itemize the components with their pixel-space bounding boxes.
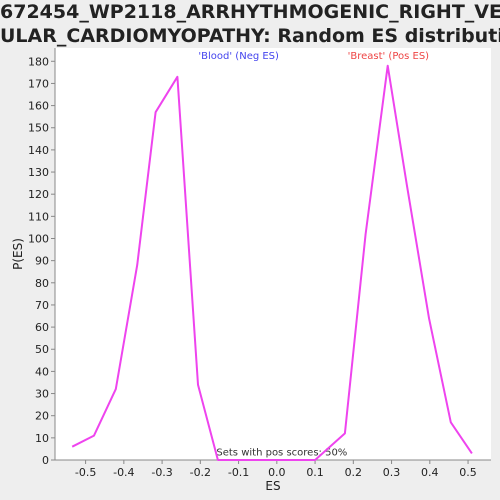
y-tick-label: 150 <box>28 122 49 135</box>
chart-annotation: 'Blood' (Neg ES) <box>198 51 279 62</box>
x-axis-label: ES <box>265 479 280 493</box>
y-tick-label: 170 <box>28 77 49 90</box>
y-tick-label: 40 <box>35 365 49 378</box>
y-tick-label: 130 <box>28 166 49 179</box>
y-tick-label: 90 <box>35 255 49 268</box>
y-tick-label: 120 <box>28 188 49 201</box>
chart-annotation: Sets with pos scores: 50% <box>216 448 347 459</box>
y-tick-label: 80 <box>35 277 49 290</box>
x-tick-label: -0.5 <box>75 466 96 479</box>
y-tick-label: 50 <box>35 343 49 356</box>
y-tick-label: 180 <box>28 55 49 68</box>
x-tick-label: 0.4 <box>421 466 439 479</box>
plot-area <box>55 48 491 460</box>
y-tick-label: 60 <box>35 321 49 334</box>
x-tick-label: -0.3 <box>151 466 172 479</box>
x-tick-label: 0.2 <box>345 466 363 479</box>
x-tick-label: 0.3 <box>383 466 401 479</box>
x-tick-label: -0.4 <box>113 466 134 479</box>
chart-title-line-2: ULAR_CARDIOMYOPATHY: Random ES distribut… <box>0 25 500 47</box>
y-tick-label: 20 <box>35 410 49 423</box>
y-tick-label: 110 <box>28 210 49 223</box>
y-tick-label: 30 <box>35 388 49 401</box>
x-tick-label: 0.0 <box>268 466 286 479</box>
y-tick-label: 70 <box>35 299 49 312</box>
chart-title-line-1: 672454_WP2118_ARRHYTHMOGENIC_RIGHT_VENTR… <box>0 1 500 23</box>
chart-title: 672454_WP2118_ARRHYTHMOGENIC_RIGHT_VENTR… <box>0 0 500 48</box>
y-tick-label: 100 <box>28 232 49 245</box>
y-axis-label: P(ES) <box>11 238 25 270</box>
chart-annotation: 'Breast' (Pos ES) <box>348 51 430 62</box>
x-tick-label: 0.1 <box>306 466 324 479</box>
y-tick-label: 140 <box>28 144 49 157</box>
x-tick-label: 0.5 <box>459 466 477 479</box>
x-tick-label: -0.2 <box>190 466 211 479</box>
y-tick-label: 0 <box>42 454 49 467</box>
y-tick-label: 160 <box>28 100 49 113</box>
series-line <box>71 64 473 461</box>
x-tick-label: -0.1 <box>228 466 249 479</box>
y-tick-label: 10 <box>35 432 49 445</box>
